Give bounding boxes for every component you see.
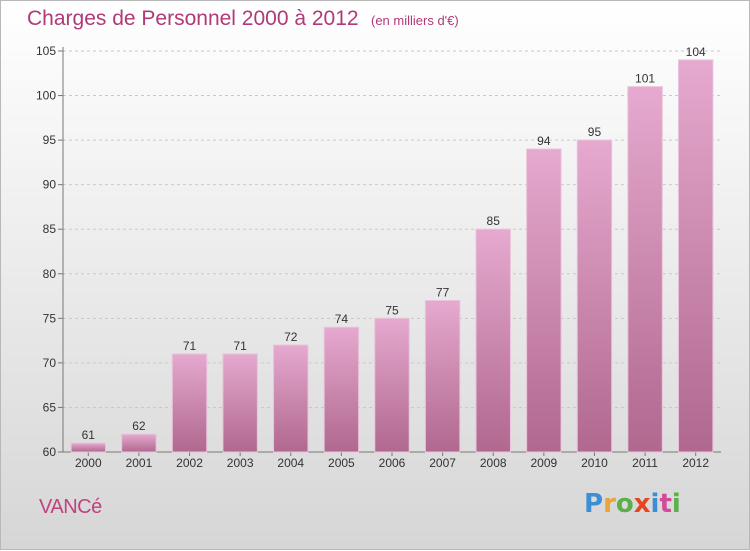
x-tick-label: 2002 xyxy=(176,456,203,470)
x-tick-label: 2004 xyxy=(277,456,304,470)
bar-2012 xyxy=(678,60,712,452)
logo-letter: i xyxy=(672,489,681,519)
y-tick-label: 105 xyxy=(36,44,56,58)
data-label: 94 xyxy=(537,134,551,148)
y-tick-label: 65 xyxy=(43,400,57,414)
x-tick-label: 2007 xyxy=(429,456,456,470)
x-tick-label: 2006 xyxy=(379,456,406,470)
data-label: 72 xyxy=(284,330,298,344)
data-label: 74 xyxy=(335,312,349,326)
data-label: 62 xyxy=(132,419,146,433)
x-tick-label: 2005 xyxy=(328,456,355,470)
y-tick-label: 70 xyxy=(43,356,57,370)
y-tick-label: 90 xyxy=(43,178,57,192)
data-label: 75 xyxy=(385,303,399,317)
y-tick-label: 85 xyxy=(43,222,57,236)
x-tick-label: 2011 xyxy=(632,456,658,470)
commune-name: VANCé xyxy=(39,496,102,519)
x-tick-label: 2009 xyxy=(530,456,557,470)
logo-letter: i xyxy=(651,489,660,519)
data-label: 101 xyxy=(635,72,655,86)
data-label: 85 xyxy=(487,214,501,228)
data-label: 77 xyxy=(436,286,450,300)
x-tick-label: 2003 xyxy=(227,456,254,470)
y-tick-label: 75 xyxy=(43,311,57,325)
bar-2008 xyxy=(476,229,510,452)
data-label: 71 xyxy=(183,339,197,353)
data-label: 61 xyxy=(82,428,96,442)
bar-2011 xyxy=(628,87,662,452)
logo-letter: o xyxy=(616,489,634,519)
logo-letter: t xyxy=(659,489,671,519)
x-tick-label: 2001 xyxy=(126,456,153,470)
y-tick-label: 60 xyxy=(43,445,57,459)
bar-2006 xyxy=(375,318,409,452)
x-tick-label: 2008 xyxy=(480,456,507,470)
bar-2000 xyxy=(71,443,105,452)
x-tick-label: 2012 xyxy=(682,456,709,470)
bar-2002 xyxy=(172,354,206,452)
proxiti-logo: Proxiti xyxy=(584,489,681,519)
y-tick-label: 95 xyxy=(43,133,57,147)
logo-letter: r xyxy=(603,489,616,519)
y-tick-label: 80 xyxy=(43,267,57,281)
bar-2003 xyxy=(223,354,257,452)
x-tick-label: 2000 xyxy=(75,456,102,470)
logo-letter: x xyxy=(634,489,651,519)
bar-2007 xyxy=(425,301,459,452)
data-label: 95 xyxy=(588,125,602,139)
bar-2009 xyxy=(527,149,561,452)
bar-2001 xyxy=(122,434,156,452)
logo-letter: P xyxy=(584,489,603,519)
bar-2004 xyxy=(274,345,308,452)
data-label: 71 xyxy=(233,339,247,353)
bars xyxy=(71,60,713,452)
bar-2005 xyxy=(324,327,358,452)
y-tick-label: 100 xyxy=(36,89,56,103)
x-tick-label: 2010 xyxy=(581,456,608,470)
bar-2010 xyxy=(577,140,611,452)
data-label: 104 xyxy=(686,45,706,59)
